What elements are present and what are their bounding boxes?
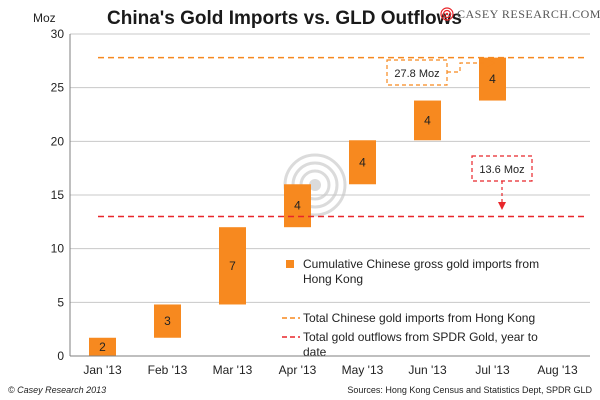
callout-total-imports: 27.8 Moz [394,68,439,80]
callout-gld-outflows: 13.6 Moz [479,164,524,176]
bar-segment [284,184,311,228]
legend-label-orange-line: Total Chinese gold imports from Hong Kon… [303,311,535,325]
bar-segments: 2 3 7 4 4 4 4 [89,57,506,356]
legend-swatch-bars [286,260,294,268]
bar-value-label: 4 [359,155,366,169]
x-axis-labels: Jan '13 Feb '13 Mar '13 Apr '13 May '13 Jun '… [83,363,578,377]
y-tick-label: 30 [51,27,65,41]
bar-segment [414,100,441,141]
bar-segment [479,57,506,101]
chart-title: China's Gold Imports vs. GLD Outflows [107,8,462,29]
y-axis-ticks: 0 5 10 15 20 25 30 [51,27,65,363]
x-tick-label: Jan '13 [83,363,122,377]
bar-value-label: 3 [164,314,171,328]
bar-value-label: 2 [99,340,106,354]
reference-lines [98,56,586,218]
copyright-text: © Casey Research 2013 [8,385,106,395]
y-tick-label: 0 [57,349,64,363]
x-tick-label: May '13 [342,363,384,377]
y-tick-label: 20 [51,134,65,148]
callout-connector [447,62,488,73]
x-tick-label: Aug '13 [537,363,578,377]
y-axis-unit: Moz [33,11,56,25]
x-tick-label: Apr '13 [279,363,317,377]
x-tick-label: Feb '13 [148,363,188,377]
bar-segment [349,140,376,185]
y-tick-label: 10 [51,242,65,256]
bar-segment [89,337,116,356]
legend-label-bars: Cumulative Chinese gross gold imports fr… [303,257,539,286]
bar-segment [154,304,181,338]
bar-value-label: 7 [229,259,236,273]
bar-value-label: 4 [424,113,431,127]
callouts: 27.8 Moz 13.6 Moz [386,59,533,210]
arrow-down-icon [498,202,506,210]
x-tick-label: Jul '13 [475,363,510,377]
y-tick-label: 15 [51,188,65,202]
legend-label-red-line: Total gold outflows from SPDR Gold, year… [303,330,538,359]
logo-swirl-icon [440,7,454,21]
y-tick-label: 25 [51,81,65,95]
y-tick-label: 5 [57,295,64,309]
bar-value-label: 4 [489,72,496,86]
casey-research-logo: CASEY RESEARCH.COM [440,7,600,21]
bar-segment [219,227,246,305]
x-tick-label: Jun '13 [408,363,447,377]
legend: Cumulative Chinese gross gold imports fr… [282,257,539,359]
x-tick-label: Mar '13 [213,363,253,377]
arrow-right-icon [487,59,495,67]
logo-text: CASEY RESEARCH.COM [457,7,600,21]
bar-value-label: 4 [294,199,301,213]
sources-text: Sources: Hong Kong Census and Statistics… [347,385,592,395]
